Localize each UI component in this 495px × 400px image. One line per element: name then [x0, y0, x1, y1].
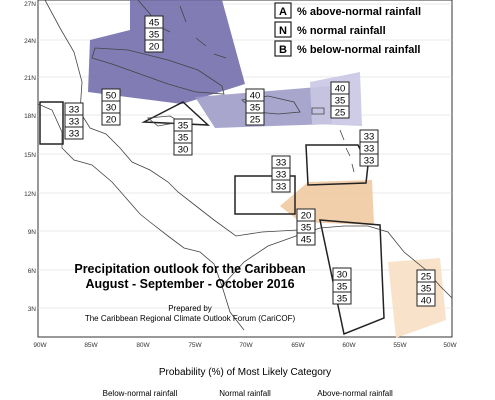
- lat-tick: 27N: [24, 1, 36, 8]
- lat-tick: 18N: [24, 113, 36, 120]
- stack-value-n: 35: [337, 282, 348, 293]
- stack-cell-b: [173, 142, 193, 156]
- probability-title: Probability (%) of Most Likely Category: [159, 367, 331, 378]
- map-subtitle: August - September - October 2016: [85, 277, 294, 291]
- category-normal-label: Normal rainfall: [219, 389, 271, 398]
- stack-value-b: 33: [364, 156, 375, 167]
- stack-value-a: 35: [178, 121, 189, 132]
- stack-value-a: 40: [250, 91, 261, 102]
- stack-value-n: 30: [106, 103, 117, 114]
- stack-value-a: 33: [69, 105, 80, 116]
- stack-value-a: 33: [276, 158, 287, 169]
- stack-cell-b: [101, 112, 121, 126]
- lat-tick: 21N: [24, 75, 36, 82]
- lon-tick: 85W: [84, 342, 98, 349]
- stack-value-a: 50: [106, 91, 117, 102]
- stack-value-a: 20: [301, 211, 312, 222]
- stack-value-n: 35: [335, 96, 346, 107]
- stack-cell-b: [330, 105, 350, 119]
- stack-value-b: 33: [69, 129, 80, 140]
- probability-stacks: 4535205030204035254035253333333535303333…: [64, 15, 436, 307]
- legend-box-n: [274, 21, 292, 38]
- stack-cell-b: [245, 112, 265, 126]
- stack-cell-b: [296, 232, 316, 246]
- legend-letter-n: N: [279, 25, 287, 37]
- stack-cell-b: [359, 153, 379, 167]
- lat-tick: 3N: [28, 306, 37, 313]
- category-above-label: Above-normal rainfall: [317, 389, 393, 398]
- stack-value-n: 33: [364, 144, 375, 155]
- stack-value-n: 33: [69, 117, 80, 128]
- legend-box-a: [274, 2, 292, 19]
- lat-tick: 24N: [24, 38, 36, 45]
- lon-tick: 50W: [443, 342, 457, 349]
- stack-cell-b: [271, 179, 291, 193]
- stack-value-a: 30: [337, 270, 348, 281]
- stack-value-n: 35: [421, 284, 432, 295]
- legend-box-b: [274, 40, 292, 57]
- category-below-label: Below-normal rainfall: [103, 389, 178, 398]
- legend-letter-b: B: [279, 44, 287, 56]
- stack-value-a: 40: [335, 84, 346, 95]
- stack-value-b: 30: [178, 145, 189, 156]
- stack-value-n: 35: [149, 30, 160, 41]
- lat-tick: 9N: [28, 229, 37, 236]
- lon-tick: 80W: [136, 342, 150, 349]
- lon-tick: 90W: [33, 342, 47, 349]
- legend-below-text: % below-normal rainfall: [297, 44, 420, 56]
- prepared-by: Prepared by: [168, 304, 212, 313]
- stack-value-b: 33: [276, 182, 287, 193]
- stack-value-n: 35: [178, 133, 189, 144]
- lat-axis: 27N 24N 21N 18N 15N 12N 9N 6N 3N: [24, 1, 36, 313]
- stack-value-n: 35: [301, 223, 312, 234]
- stack-cell-b: [332, 291, 352, 305]
- lon-tick: 60W: [342, 342, 356, 349]
- lon-axis: 90W 85W 80W 75W 70W 65W 60W 55W 50W: [33, 342, 457, 349]
- stack-cell-b: [416, 293, 436, 307]
- stack-value-a: 25: [421, 272, 432, 283]
- stack-cell-b: [144, 39, 164, 53]
- legend-letter-a: A: [279, 6, 287, 18]
- legend-above-text: % above-normal rainfall: [297, 6, 421, 18]
- stack-value-a: 33: [364, 132, 375, 143]
- lon-tick: 75W: [188, 342, 202, 349]
- stack-value-b: 25: [335, 108, 346, 119]
- zone-cuba-bahamas: [88, 0, 245, 104]
- stack-value-a: 45: [149, 18, 160, 29]
- legend-key: A % above-normal rainfall N % normal rai…: [274, 2, 421, 57]
- stack-value-n: 35: [250, 103, 261, 114]
- lon-tick: 55W: [393, 342, 407, 349]
- stack-value-b: 20: [149, 42, 160, 53]
- stack-value-b: 40: [421, 296, 432, 307]
- stack-cell-b: [64, 126, 84, 140]
- stack-value-n: 33: [276, 170, 287, 181]
- stack-value-b: 25: [250, 115, 261, 126]
- stack-value-b: 45: [301, 235, 312, 246]
- map-title: Precipitation outlook for the Caribbean: [74, 262, 305, 276]
- lon-tick: 65W: [291, 342, 305, 349]
- stack-value-b: 20: [106, 115, 117, 126]
- lat-tick: 15N: [24, 152, 36, 159]
- stack-value-b: 35: [337, 294, 348, 305]
- legend-normal-text: % normal rainfall: [297, 25, 386, 37]
- lon-tick: 70W: [239, 342, 253, 349]
- lat-tick: 12N: [24, 191, 36, 198]
- lat-tick: 6N: [28, 268, 37, 275]
- forum-name: The Caribbean Regional Climate Outlook F…: [85, 314, 296, 323]
